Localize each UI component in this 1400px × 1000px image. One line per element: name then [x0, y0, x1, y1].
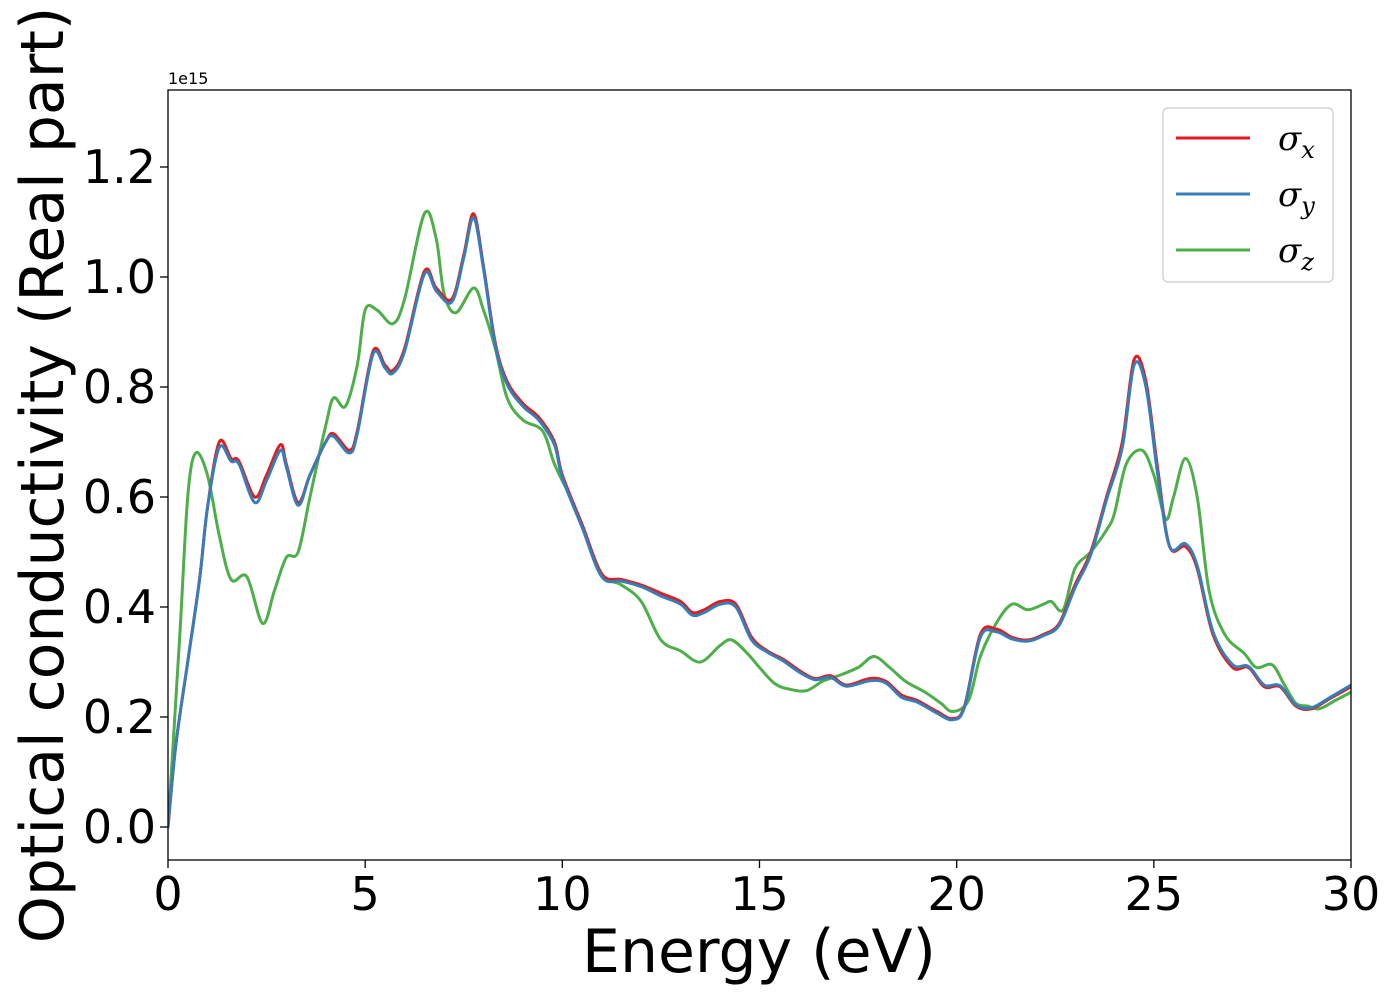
- y-tick-label: 0.2: [83, 690, 156, 744]
- x-axis-ticks: 0 5 10 15 20 25 30: [153, 860, 1380, 921]
- x-tick-label: 25: [1125, 867, 1184, 921]
- x-axis-label: Energy (eV): [582, 917, 936, 987]
- y-tick-label: 0.6: [83, 470, 156, 524]
- y-tick-label: 0.8: [83, 360, 156, 414]
- y-axis-ticks: 0.0 0.2 0.4 0.6 0.8 1.0 1.2: [83, 140, 168, 854]
- x-tick-label: 30: [1322, 867, 1381, 921]
- series-line-x: [168, 212, 1351, 829]
- x-tick-label: 0: [153, 867, 182, 921]
- y-axis-offset-label: 1e15: [168, 69, 208, 88]
- y-tick-label: 1.0: [83, 250, 156, 304]
- x-tick-label: 20: [927, 867, 986, 921]
- x-tick-label: 5: [351, 867, 380, 921]
- y-axis-label: Optical conductivity (Real part): [8, 7, 78, 944]
- y-tick-label: 1.2: [83, 140, 156, 194]
- series-line-z: [168, 209, 1351, 829]
- x-tick-label: 10: [533, 867, 592, 921]
- y-tick-label: 0.4: [83, 580, 156, 634]
- x-tick-label: 15: [730, 867, 789, 921]
- series-line-y: [168, 216, 1351, 829]
- series-layer: [168, 209, 1351, 829]
- y-tick-label: 0.0: [83, 800, 156, 854]
